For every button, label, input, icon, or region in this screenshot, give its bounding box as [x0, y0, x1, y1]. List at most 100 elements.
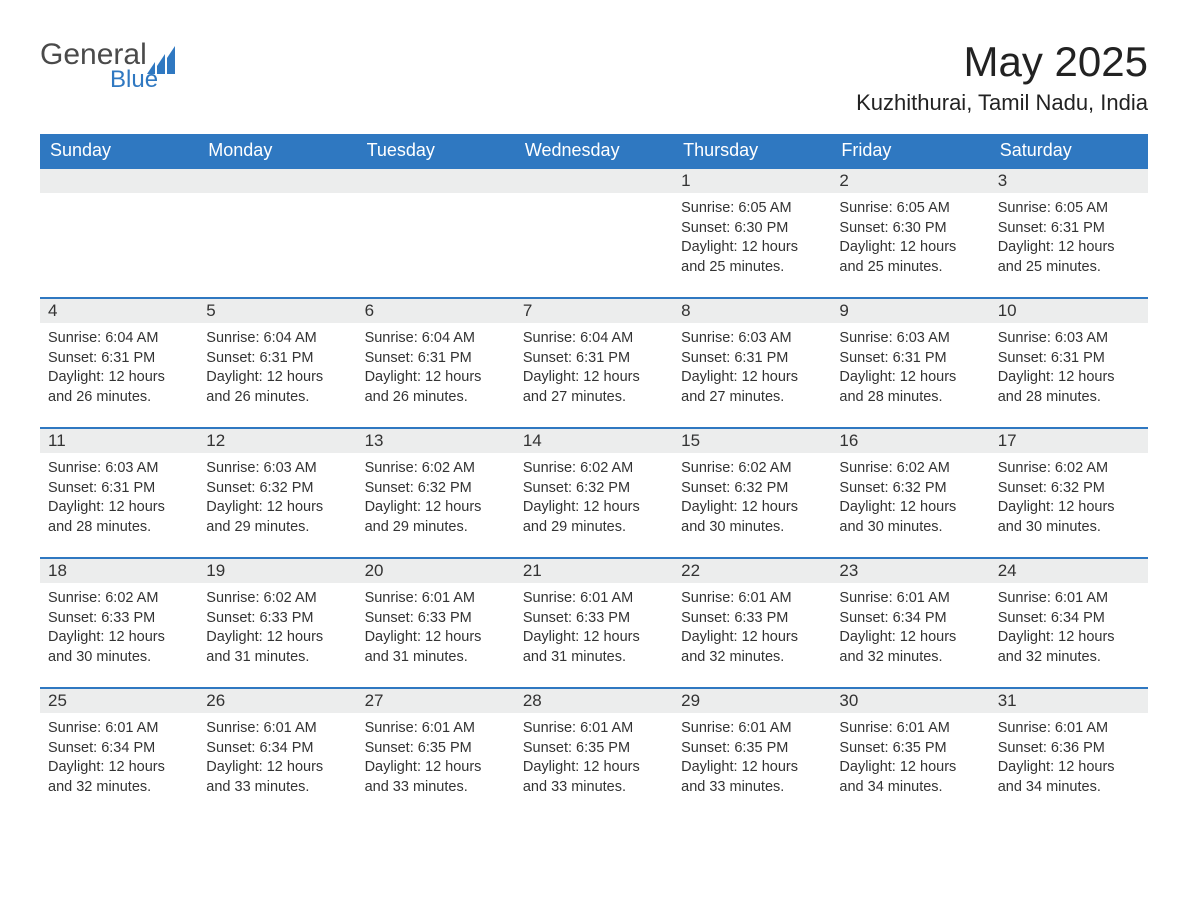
- daylight-text: Daylight: 12 hours and 27 minutes.: [523, 368, 665, 407]
- day-cell-17: 17Sunrise: 6:02 AMSunset: 6:32 PMDayligh…: [990, 428, 1148, 558]
- day-details: Sunrise: 6:02 AMSunset: 6:32 PMDaylight:…: [990, 453, 1148, 545]
- day-number: 13: [357, 429, 515, 453]
- sunrise-text: Sunrise: 6:05 AM: [681, 199, 823, 219]
- sunset-text: Sunset: 6:35 PM: [681, 739, 823, 759]
- daylight-text: Daylight: 12 hours and 28 minutes.: [48, 498, 190, 537]
- day-details: Sunrise: 6:01 AMSunset: 6:35 PMDaylight:…: [515, 713, 673, 805]
- day-details: Sunrise: 6:02 AMSunset: 6:32 PMDaylight:…: [831, 453, 989, 545]
- day-details: Sunrise: 6:03 AMSunset: 6:31 PMDaylight:…: [40, 453, 198, 545]
- day-details: Sunrise: 6:05 AMSunset: 6:30 PMDaylight:…: [831, 193, 989, 285]
- day-details: Sunrise: 6:03 AMSunset: 6:31 PMDaylight:…: [831, 323, 989, 415]
- day-header-wednesday: Wednesday: [515, 134, 673, 168]
- day-details: Sunrise: 6:02 AMSunset: 6:33 PMDaylight:…: [198, 583, 356, 675]
- sunset-text: Sunset: 6:32 PM: [365, 479, 507, 499]
- day-header-saturday: Saturday: [990, 134, 1148, 168]
- sunrise-text: Sunrise: 6:01 AM: [523, 589, 665, 609]
- daylight-text: Daylight: 12 hours and 28 minutes.: [839, 368, 981, 407]
- daylight-text: Daylight: 12 hours and 26 minutes.: [48, 368, 190, 407]
- day-header-friday: Friday: [831, 134, 989, 168]
- day-cell-4: 4Sunrise: 6:04 AMSunset: 6:31 PMDaylight…: [40, 298, 198, 428]
- day-cell-10: 10Sunrise: 6:03 AMSunset: 6:31 PMDayligh…: [990, 298, 1148, 428]
- sunrise-text: Sunrise: 6:03 AM: [839, 329, 981, 349]
- daylight-text: Daylight: 12 hours and 29 minutes.: [523, 498, 665, 537]
- day-details: Sunrise: 6:01 AMSunset: 6:35 PMDaylight:…: [673, 713, 831, 805]
- week-row: 18Sunrise: 6:02 AMSunset: 6:33 PMDayligh…: [40, 558, 1148, 688]
- sunrise-text: Sunrise: 6:01 AM: [839, 719, 981, 739]
- sunset-text: Sunset: 6:30 PM: [839, 219, 981, 239]
- daylight-text: Daylight: 12 hours and 32 minutes.: [48, 758, 190, 797]
- sunset-text: Sunset: 6:32 PM: [839, 479, 981, 499]
- daylight-text: Daylight: 12 hours and 33 minutes.: [523, 758, 665, 797]
- day-details: Sunrise: 6:03 AMSunset: 6:31 PMDaylight:…: [673, 323, 831, 415]
- daylight-text: Daylight: 12 hours and 29 minutes.: [365, 498, 507, 537]
- daylight-text: Daylight: 12 hours and 33 minutes.: [206, 758, 348, 797]
- day-number: 24: [990, 559, 1148, 583]
- calendar-table: SundayMondayTuesdayWednesdayThursdayFrid…: [40, 134, 1148, 818]
- day-number: 31: [990, 689, 1148, 713]
- sunrise-text: Sunrise: 6:04 AM: [523, 329, 665, 349]
- month-title: May 2025: [856, 40, 1148, 84]
- daylight-text: Daylight: 12 hours and 32 minutes.: [681, 628, 823, 667]
- sunrise-text: Sunrise: 6:01 AM: [681, 589, 823, 609]
- day-details: Sunrise: 6:01 AMSunset: 6:33 PMDaylight:…: [515, 583, 673, 675]
- calendar-body: 1Sunrise: 6:05 AMSunset: 6:30 PMDaylight…: [40, 168, 1148, 818]
- day-number: 23: [831, 559, 989, 583]
- day-cell-15: 15Sunrise: 6:02 AMSunset: 6:32 PMDayligh…: [673, 428, 831, 558]
- sunrise-text: Sunrise: 6:03 AM: [681, 329, 823, 349]
- day-cell-7: 7Sunrise: 6:04 AMSunset: 6:31 PMDaylight…: [515, 298, 673, 428]
- daylight-text: Daylight: 12 hours and 31 minutes.: [365, 628, 507, 667]
- day-details: Sunrise: 6:04 AMSunset: 6:31 PMDaylight:…: [40, 323, 198, 415]
- day-cell-16: 16Sunrise: 6:02 AMSunset: 6:32 PMDayligh…: [831, 428, 989, 558]
- sunrise-text: Sunrise: 6:01 AM: [839, 589, 981, 609]
- sunset-text: Sunset: 6:31 PM: [206, 349, 348, 369]
- logo: General Blue: [40, 40, 183, 92]
- sunrise-text: Sunrise: 6:01 AM: [206, 719, 348, 739]
- sunset-text: Sunset: 6:33 PM: [681, 609, 823, 629]
- day-details: Sunrise: 6:01 AMSunset: 6:33 PMDaylight:…: [673, 583, 831, 675]
- day-details: Sunrise: 6:01 AMSunset: 6:34 PMDaylight:…: [198, 713, 356, 805]
- day-number: 17: [990, 429, 1148, 453]
- day-cell-20: 20Sunrise: 6:01 AMSunset: 6:33 PMDayligh…: [357, 558, 515, 688]
- day-cell-29: 29Sunrise: 6:01 AMSunset: 6:35 PMDayligh…: [673, 688, 831, 818]
- day-number: 9: [831, 299, 989, 323]
- day-number: 7: [515, 299, 673, 323]
- sunrise-text: Sunrise: 6:04 AM: [365, 329, 507, 349]
- sunset-text: Sunset: 6:34 PM: [998, 609, 1140, 629]
- sunset-text: Sunset: 6:31 PM: [48, 349, 190, 369]
- sunset-text: Sunset: 6:35 PM: [523, 739, 665, 759]
- day-details: Sunrise: 6:03 AMSunset: 6:32 PMDaylight:…: [198, 453, 356, 545]
- daylight-text: Daylight: 12 hours and 31 minutes.: [206, 628, 348, 667]
- day-details: Sunrise: 6:03 AMSunset: 6:31 PMDaylight:…: [990, 323, 1148, 415]
- day-cell-26: 26Sunrise: 6:01 AMSunset: 6:34 PMDayligh…: [198, 688, 356, 818]
- day-number: 29: [673, 689, 831, 713]
- day-number: 15: [673, 429, 831, 453]
- sunset-text: Sunset: 6:33 PM: [523, 609, 665, 629]
- sunrise-text: Sunrise: 6:03 AM: [998, 329, 1140, 349]
- daylight-text: Daylight: 12 hours and 26 minutes.: [365, 368, 507, 407]
- day-cell-3: 3Sunrise: 6:05 AMSunset: 6:31 PMDaylight…: [990, 168, 1148, 298]
- day-details: Sunrise: 6:04 AMSunset: 6:31 PMDaylight:…: [357, 323, 515, 415]
- day-details: Sunrise: 6:01 AMSunset: 6:34 PMDaylight:…: [40, 713, 198, 805]
- sunset-text: Sunset: 6:34 PM: [839, 609, 981, 629]
- day-header-sunday: Sunday: [40, 134, 198, 168]
- day-cell-5: 5Sunrise: 6:04 AMSunset: 6:31 PMDaylight…: [198, 298, 356, 428]
- daylight-text: Daylight: 12 hours and 33 minutes.: [681, 758, 823, 797]
- sunset-text: Sunset: 6:33 PM: [206, 609, 348, 629]
- daylight-text: Daylight: 12 hours and 30 minutes.: [839, 498, 981, 537]
- day-number: 14: [515, 429, 673, 453]
- day-details: Sunrise: 6:02 AMSunset: 6:32 PMDaylight:…: [515, 453, 673, 545]
- sunset-text: Sunset: 6:31 PM: [839, 349, 981, 369]
- daylight-text: Daylight: 12 hours and 25 minutes.: [839, 238, 981, 277]
- sunrise-text: Sunrise: 6:05 AM: [998, 199, 1140, 219]
- daylight-text: Daylight: 12 hours and 33 minutes.: [365, 758, 507, 797]
- week-row: 1Sunrise: 6:05 AMSunset: 6:30 PMDaylight…: [40, 168, 1148, 298]
- day-cell-13: 13Sunrise: 6:02 AMSunset: 6:32 PMDayligh…: [357, 428, 515, 558]
- daylight-text: Daylight: 12 hours and 34 minutes.: [998, 758, 1140, 797]
- day-details: [198, 193, 356, 207]
- day-number: [40, 169, 198, 193]
- sunset-text: Sunset: 6:31 PM: [998, 349, 1140, 369]
- sunrise-text: Sunrise: 6:01 AM: [523, 719, 665, 739]
- daylight-text: Daylight: 12 hours and 30 minutes.: [998, 498, 1140, 537]
- daylight-text: Daylight: 12 hours and 30 minutes.: [48, 628, 190, 667]
- day-details: Sunrise: 6:04 AMSunset: 6:31 PMDaylight:…: [198, 323, 356, 415]
